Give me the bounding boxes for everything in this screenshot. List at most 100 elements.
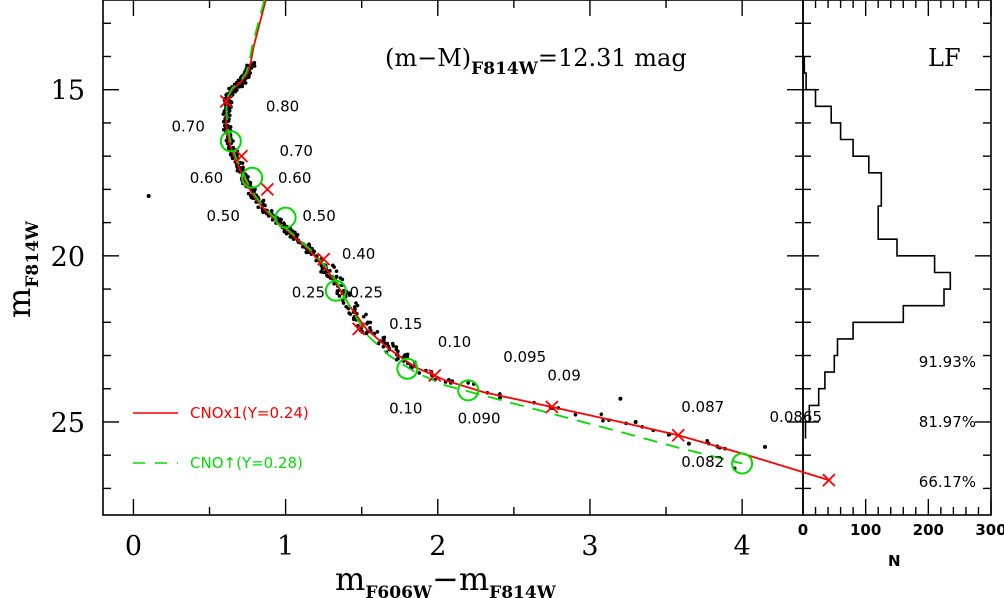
star-point	[341, 301, 346, 305]
star-point	[402, 353, 407, 358]
green-circle-marker	[731, 452, 754, 475]
mass-label: 0.60	[190, 169, 223, 187]
star-point	[325, 273, 329, 278]
green-circle-marker	[457, 379, 480, 402]
red-cross-marker	[317, 252, 331, 266]
star-point	[405, 352, 410, 357]
star-point	[269, 209, 274, 213]
legend-label-cnox1: CNOx1(Y=0.24)	[190, 404, 309, 422]
star-point	[705, 438, 709, 443]
red-cross-marker	[260, 182, 274, 197]
star-point	[633, 419, 638, 424]
star-point	[248, 71, 253, 75]
mass-label: 0.80	[266, 97, 299, 115]
x-tick-label: 3	[581, 531, 598, 562]
star-point	[227, 107, 231, 112]
green-circle-marker	[396, 357, 419, 380]
mass-label: 0.25	[350, 283, 383, 301]
legend-label-cnoup: CNO↑(Y=0.28)	[190, 454, 303, 472]
star-point	[331, 263, 335, 268]
star-point	[252, 189, 256, 194]
mass-labels: 0.80 0.70 0.70 0.60 0.60 0.50 0.50 0.40 0.25 0.25…	[171, 97, 822, 471]
mass-label: 0.10	[438, 333, 471, 351]
mass-markers	[219, 94, 836, 487]
star-point	[307, 242, 311, 246]
red-cross-marker	[671, 428, 685, 442]
star-point	[227, 117, 231, 122]
lf-tick-labels: 0 100 200 300	[798, 521, 1004, 539]
y-tick-label: 25	[51, 408, 85, 439]
red-cross-marker	[352, 322, 366, 336]
isochrone-cnoup-line	[225, 0, 743, 465]
green-circle-marker	[219, 130, 242, 153]
star-point	[573, 413, 578, 417]
lf-x-tick-label: 100	[850, 521, 881, 539]
star-point	[246, 191, 251, 196]
green-circle-marker	[274, 206, 297, 229]
star-point	[250, 61, 255, 66]
lf-x-axis-title: N	[888, 552, 901, 570]
star-point	[396, 356, 400, 361]
legend: CNOx1(Y=0.24) CNO↑(Y=0.28)	[133, 404, 309, 472]
star-point	[228, 113, 232, 118]
star-point	[235, 88, 239, 92]
x-tick-label: 4	[734, 531, 751, 562]
cmd-plot-frame	[102, 0, 804, 516]
lf-title: LF	[928, 44, 961, 72]
isochrone-cnox1-line	[225, 0, 830, 481]
star-point	[601, 418, 605, 423]
mass-label: 0.095	[503, 348, 546, 366]
mass-label: 0.10	[389, 400, 422, 418]
mass-label: 0.60	[278, 169, 311, 187]
star-point	[230, 156, 235, 161]
star-point	[417, 371, 422, 375]
x-tick-label: 2	[429, 531, 446, 562]
completeness-label: 66.17%	[919, 473, 976, 491]
lf-x-tick-label: 0	[798, 521, 808, 539]
star-point	[366, 320, 370, 325]
mass-label: 0.090	[458, 410, 501, 428]
star-point	[320, 266, 325, 271]
mass-label: 0.15	[389, 315, 422, 333]
y-tick-label: 20	[51, 242, 85, 273]
red-cross-marker	[822, 473, 836, 487]
red-cross-marker	[219, 94, 233, 108]
green-circle-marker	[241, 166, 264, 189]
red-cross-marker	[428, 368, 442, 383]
star-point	[375, 330, 380, 334]
star-point	[762, 444, 767, 449]
red-cross-marker	[234, 149, 249, 163]
mass-label: 0.40	[342, 245, 375, 263]
star-point	[618, 396, 623, 401]
star-point	[319, 270, 323, 274]
y-axis-title: mF814W	[0, 220, 43, 318]
star-point	[239, 83, 244, 88]
star-point	[240, 161, 245, 165]
star-point	[376, 341, 381, 346]
lf-x-tick-label: 200	[913, 521, 944, 539]
star-point	[394, 347, 399, 352]
red-cross-marker	[545, 400, 559, 414]
completeness-label: 81.97%	[919, 413, 976, 431]
mass-label: 0.0865	[770, 408, 823, 426]
star-point	[385, 341, 390, 346]
x-tick-label: 0	[125, 531, 142, 562]
star-point	[353, 307, 357, 311]
star-point	[248, 182, 253, 187]
mass-label: 0.09	[547, 366, 580, 384]
star-point	[284, 231, 289, 236]
mass-label: 0.50	[302, 207, 335, 225]
mass-label: 0.082	[681, 453, 724, 471]
star-point	[466, 381, 470, 385]
star-point	[382, 338, 386, 343]
mass-label: 0.50	[206, 207, 239, 225]
mass-label: 0.25	[292, 283, 325, 301]
isochrones	[225, 0, 830, 481]
star-point	[337, 294, 342, 298]
cmd-ticks	[103, 0, 803, 515]
star-point	[282, 223, 287, 228]
distance-modulus-annotation: (m−M)F814W=12.31 mag	[385, 44, 687, 79]
x-tick-label: 1	[277, 531, 294, 562]
mass-label: 0.70	[280, 142, 313, 160]
